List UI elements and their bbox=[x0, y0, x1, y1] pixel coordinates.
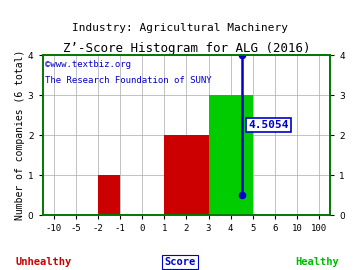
Title: Z’-Score Histogram for ALG (2016): Z’-Score Histogram for ALG (2016) bbox=[63, 42, 310, 55]
Text: Score: Score bbox=[165, 257, 195, 267]
Text: ©www.textbiz.org: ©www.textbiz.org bbox=[45, 60, 131, 69]
Bar bbox=[164, 135, 208, 215]
Text: The Research Foundation of SUNY: The Research Foundation of SUNY bbox=[45, 76, 212, 85]
Text: Healthy: Healthy bbox=[295, 257, 339, 267]
Bar bbox=[98, 175, 120, 215]
Bar bbox=[208, 95, 253, 215]
Text: Unhealthy: Unhealthy bbox=[15, 257, 71, 267]
Y-axis label: Number of companies (6 total): Number of companies (6 total) bbox=[15, 50, 25, 220]
Text: 4.5054: 4.5054 bbox=[248, 120, 289, 130]
Text: Industry: Agricultural Machinery: Industry: Agricultural Machinery bbox=[72, 23, 288, 33]
